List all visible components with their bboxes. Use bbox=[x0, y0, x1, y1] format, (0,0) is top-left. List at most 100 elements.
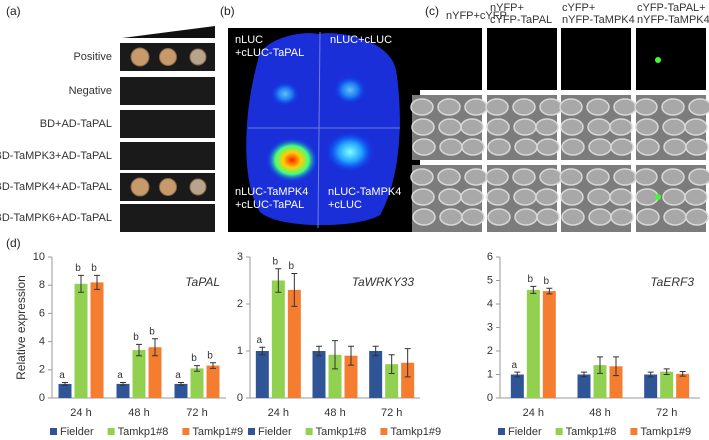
legend-label: Fielder bbox=[60, 426, 94, 438]
bar bbox=[676, 373, 690, 398]
y-tick-label: 6 bbox=[487, 251, 493, 263]
bar bbox=[132, 350, 146, 398]
cell-outline bbox=[437, 98, 461, 116]
cell-outline bbox=[559, 168, 583, 186]
bar bbox=[312, 351, 326, 398]
legend-label: Tamkp1#9 bbox=[640, 426, 691, 438]
colony bbox=[159, 48, 177, 66]
significance-letter: b bbox=[544, 276, 550, 287]
cell-outline bbox=[559, 98, 583, 116]
colony bbox=[189, 178, 207, 196]
yeast-spot-row bbox=[120, 77, 215, 105]
cell-outline bbox=[461, 138, 485, 156]
error-bar bbox=[152, 338, 158, 357]
panel-label: (c) bbox=[425, 4, 439, 18]
panel-label: (d) bbox=[6, 236, 21, 250]
cell-outline bbox=[685, 208, 709, 226]
error-bar bbox=[120, 381, 126, 386]
cell-outline bbox=[412, 138, 436, 156]
panel-label: (a) bbox=[6, 4, 21, 18]
cell-outline bbox=[464, 168, 488, 186]
bar bbox=[660, 371, 674, 398]
yeast-spot-row bbox=[120, 204, 215, 232]
column-header: nYFP-TaMPK4 bbox=[562, 14, 635, 26]
signal bbox=[326, 132, 374, 172]
legend-swatch bbox=[555, 428, 563, 435]
row-label: BD-TaMPK4+AD-TaPAL bbox=[0, 181, 112, 193]
row-label: Positive bbox=[73, 51, 112, 63]
bar bbox=[542, 291, 556, 398]
quadrant-label: nLUC bbox=[235, 34, 263, 46]
y-tick-label: 1 bbox=[487, 368, 493, 380]
bar bbox=[58, 383, 72, 398]
bar bbox=[206, 365, 220, 398]
cell-outline bbox=[588, 138, 612, 156]
y-tick-label: 2 bbox=[237, 298, 243, 310]
cell-outline bbox=[514, 208, 538, 226]
cell-outline bbox=[613, 168, 637, 186]
bar bbox=[401, 362, 415, 398]
bar bbox=[116, 383, 130, 398]
error-bar bbox=[136, 343, 142, 357]
error-bar bbox=[546, 287, 553, 295]
quadrant-label: nLUC+cLUC bbox=[330, 34, 392, 46]
cell-outline bbox=[688, 168, 709, 186]
error-bar bbox=[291, 272, 298, 307]
bar bbox=[328, 354, 342, 398]
cell-outline bbox=[684, 188, 708, 206]
gradient-wedge bbox=[122, 26, 215, 38]
error-bar bbox=[210, 362, 216, 369]
cell-outline bbox=[561, 138, 585, 156]
error-bar bbox=[94, 274, 100, 290]
cell-outline bbox=[535, 188, 559, 206]
x-tick-label: 24 h bbox=[268, 407, 289, 419]
cell-outline bbox=[609, 118, 633, 136]
error-bar bbox=[647, 371, 654, 378]
bar bbox=[174, 383, 188, 398]
column-header: nYFP+cYFP bbox=[446, 10, 507, 22]
legend-label: Tamkp1#9 bbox=[192, 426, 243, 438]
cell-outline bbox=[536, 208, 560, 226]
legend-label: Tamkp1#8 bbox=[118, 426, 169, 438]
cell-outline bbox=[684, 118, 708, 136]
quadrant-label: nLUC-TaMPK4 bbox=[235, 186, 308, 198]
signal bbox=[271, 82, 299, 106]
bar bbox=[609, 366, 623, 398]
quadrant-label: +cLUC-TaPAL bbox=[235, 47, 304, 59]
cell-outline bbox=[539, 168, 563, 186]
colony bbox=[130, 47, 150, 67]
significance-letter: a bbox=[257, 335, 263, 346]
x-tick-label: 24 h bbox=[523, 407, 544, 419]
cell-outline bbox=[560, 118, 584, 136]
significance-letter: b bbox=[273, 256, 279, 267]
significance-letter: b bbox=[207, 350, 213, 361]
cell-outline bbox=[460, 118, 484, 136]
bar bbox=[90, 282, 104, 398]
column-header: cYFP+ bbox=[562, 2, 595, 14]
error-bar bbox=[332, 340, 338, 370]
y-tick-label: 4 bbox=[39, 336, 45, 348]
y-tick-label: 2 bbox=[39, 364, 45, 376]
x-tick-label: 48 h bbox=[589, 407, 610, 419]
legend-swatch bbox=[305, 428, 313, 435]
error-bar bbox=[316, 345, 322, 357]
micrograph bbox=[487, 28, 557, 90]
quadrant-label: +cLUC-TaPAL bbox=[235, 199, 304, 211]
y-tick-label: 6 bbox=[39, 307, 45, 319]
cell-outline bbox=[663, 138, 687, 156]
cell-outline bbox=[439, 208, 463, 226]
panel-label: (b) bbox=[220, 4, 235, 18]
bar bbox=[190, 368, 204, 398]
x-tick-label: 48 h bbox=[324, 407, 345, 419]
row-label: BD+AD-TaPAL bbox=[40, 118, 112, 130]
y-tick-label: 3 bbox=[237, 251, 243, 263]
significance-letter: a bbox=[175, 370, 181, 381]
legend-swatch bbox=[248, 428, 255, 435]
cell-outline bbox=[663, 208, 687, 226]
y-tick-label: 0 bbox=[487, 392, 493, 404]
cell-outline bbox=[586, 98, 610, 116]
cell-outline bbox=[486, 118, 510, 136]
cell-outline bbox=[464, 98, 488, 116]
cell-outline bbox=[635, 188, 659, 206]
